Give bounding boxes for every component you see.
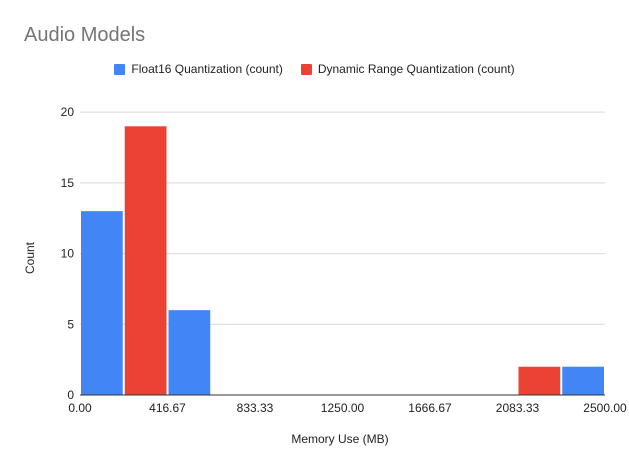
bar-dynamic-range[interactable]	[518, 366, 561, 395]
bar-float16[interactable]	[562, 366, 604, 395]
legend-item-float16[interactable]: Float16 Quantization (count)	[114, 62, 283, 76]
bar-float16[interactable]	[168, 310, 211, 395]
legend-item-dynamic-range[interactable]: Dynamic Range Quantization (count)	[300, 62, 515, 76]
legend-label-float16: Float16 Quantization (count)	[131, 62, 283, 76]
bar-float16[interactable]	[81, 211, 123, 395]
legend-label-dynamic-range: Dynamic Range Quantization (count)	[317, 62, 515, 76]
legend-swatch-float16	[114, 63, 126, 75]
legend: Float16 Quantization (count) Dynamic Ran…	[0, 62, 629, 76]
x-tick-label: 2083.33	[496, 401, 540, 415]
x-tick-label: 0.00	[68, 401, 92, 415]
x-tick-label: 2500.00	[583, 401, 627, 415]
x-tick-label: 1666.67	[408, 401, 452, 415]
y-tick-label: 0	[67, 388, 74, 402]
y-tick-label: 15	[61, 176, 75, 190]
chart-title: Audio Models	[24, 24, 146, 46]
y-tick-label: 10	[61, 247, 75, 261]
gridlines	[80, 111, 605, 325]
x-tick-label: 833.33	[237, 401, 274, 415]
y-tick-label: 20	[61, 105, 75, 119]
bar-dynamic-range[interactable]	[124, 126, 167, 396]
x-tick-label: 1250.00	[321, 401, 365, 415]
y-axis-label: Count	[23, 241, 37, 274]
bars	[81, 126, 604, 396]
x-tick-label: 416.67	[149, 401, 186, 415]
legend-swatch-dynamic-range	[300, 63, 312, 75]
y-tick-label: 5	[67, 317, 74, 331]
axes: 0 5 10 15 20 0.00 416.67 833.33 1250.00 1666.67 20…	[61, 105, 627, 415]
x-axis-label: Memory Use (MB)	[291, 432, 388, 446]
